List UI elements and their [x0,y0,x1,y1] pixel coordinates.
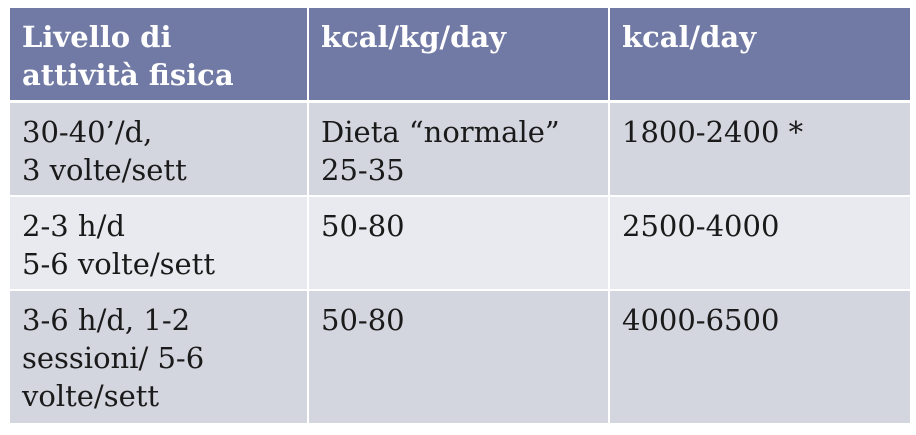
cell-text-line: 2500-4000 [622,209,780,243]
table-header: Livello di attività fisica kcal/kg/day k… [10,8,910,103]
cell-text-line: 3-6 h/d, 1-2 [22,303,191,337]
table-row: 2-3 h/d 5-6 volte/sett 50-80 2500-4000 [10,195,910,290]
cell-kcal-per-day: 1800-2400 * [608,100,910,196]
cell-kcal-per-kg-day: Dieta “normale” 25-35 [307,100,609,196]
table-row: 3-6 h/d, 1-2 sessioni/ 5-6 volte/sett 50… [10,289,910,423]
header-text-line: kcal/kg/day [321,20,507,54]
cell-activity-level: 3-6 h/d, 1-2 sessioni/ 5-6 volte/sett [10,289,308,423]
cell-text-line: 25-35 [321,153,405,187]
cell-kcal-per-day: 4000-6500 [608,289,910,423]
cell-text-line: 5-6 volte/sett [22,247,215,281]
header-text-line: attività fisica [22,58,234,92]
cell-text-line: 50-80 [321,209,405,243]
cell-text-line: 3 volte/sett [22,153,187,187]
cell-kcal-per-kg-day: 50-80 [307,289,609,423]
cell-text-line: 4000-6500 [622,303,780,337]
header-kcal-per-day: kcal/day [608,8,910,103]
header-kcal-per-kg-day: kcal/kg/day [307,8,609,103]
header-text-line: kcal/day [622,20,757,54]
cell-kcal-per-kg-day: 50-80 [307,195,609,290]
header-activity-level: Livello di attività fisica [10,8,308,103]
cell-text-line: Dieta “normale” [321,115,560,149]
header-row: Livello di attività fisica kcal/kg/day k… [10,8,910,103]
cell-activity-level: 2-3 h/d 5-6 volte/sett [10,195,308,290]
table-row: 30-40’/d, 3 volte/sett Dieta “normale” 2… [10,100,910,196]
cell-text-line: 2-3 h/d [22,209,125,243]
cell-text-line: 50-80 [321,303,405,337]
header-text-line: Livello di [22,20,172,54]
cell-kcal-per-day: 2500-4000 [608,195,910,290]
activity-calorie-table: Livello di attività fisica kcal/kg/day k… [10,8,910,423]
table-body: 30-40’/d, 3 volte/sett Dieta “normale” 2… [10,100,910,423]
cell-text-line: sessioni/ 5-6 [22,341,205,375]
cell-text-line: volte/sett [22,379,160,413]
cell-text-line: 1800-2400 * [622,115,804,149]
cell-activity-level: 30-40’/d, 3 volte/sett [10,100,308,196]
cell-text-line: 30-40’/d, [22,115,153,149]
